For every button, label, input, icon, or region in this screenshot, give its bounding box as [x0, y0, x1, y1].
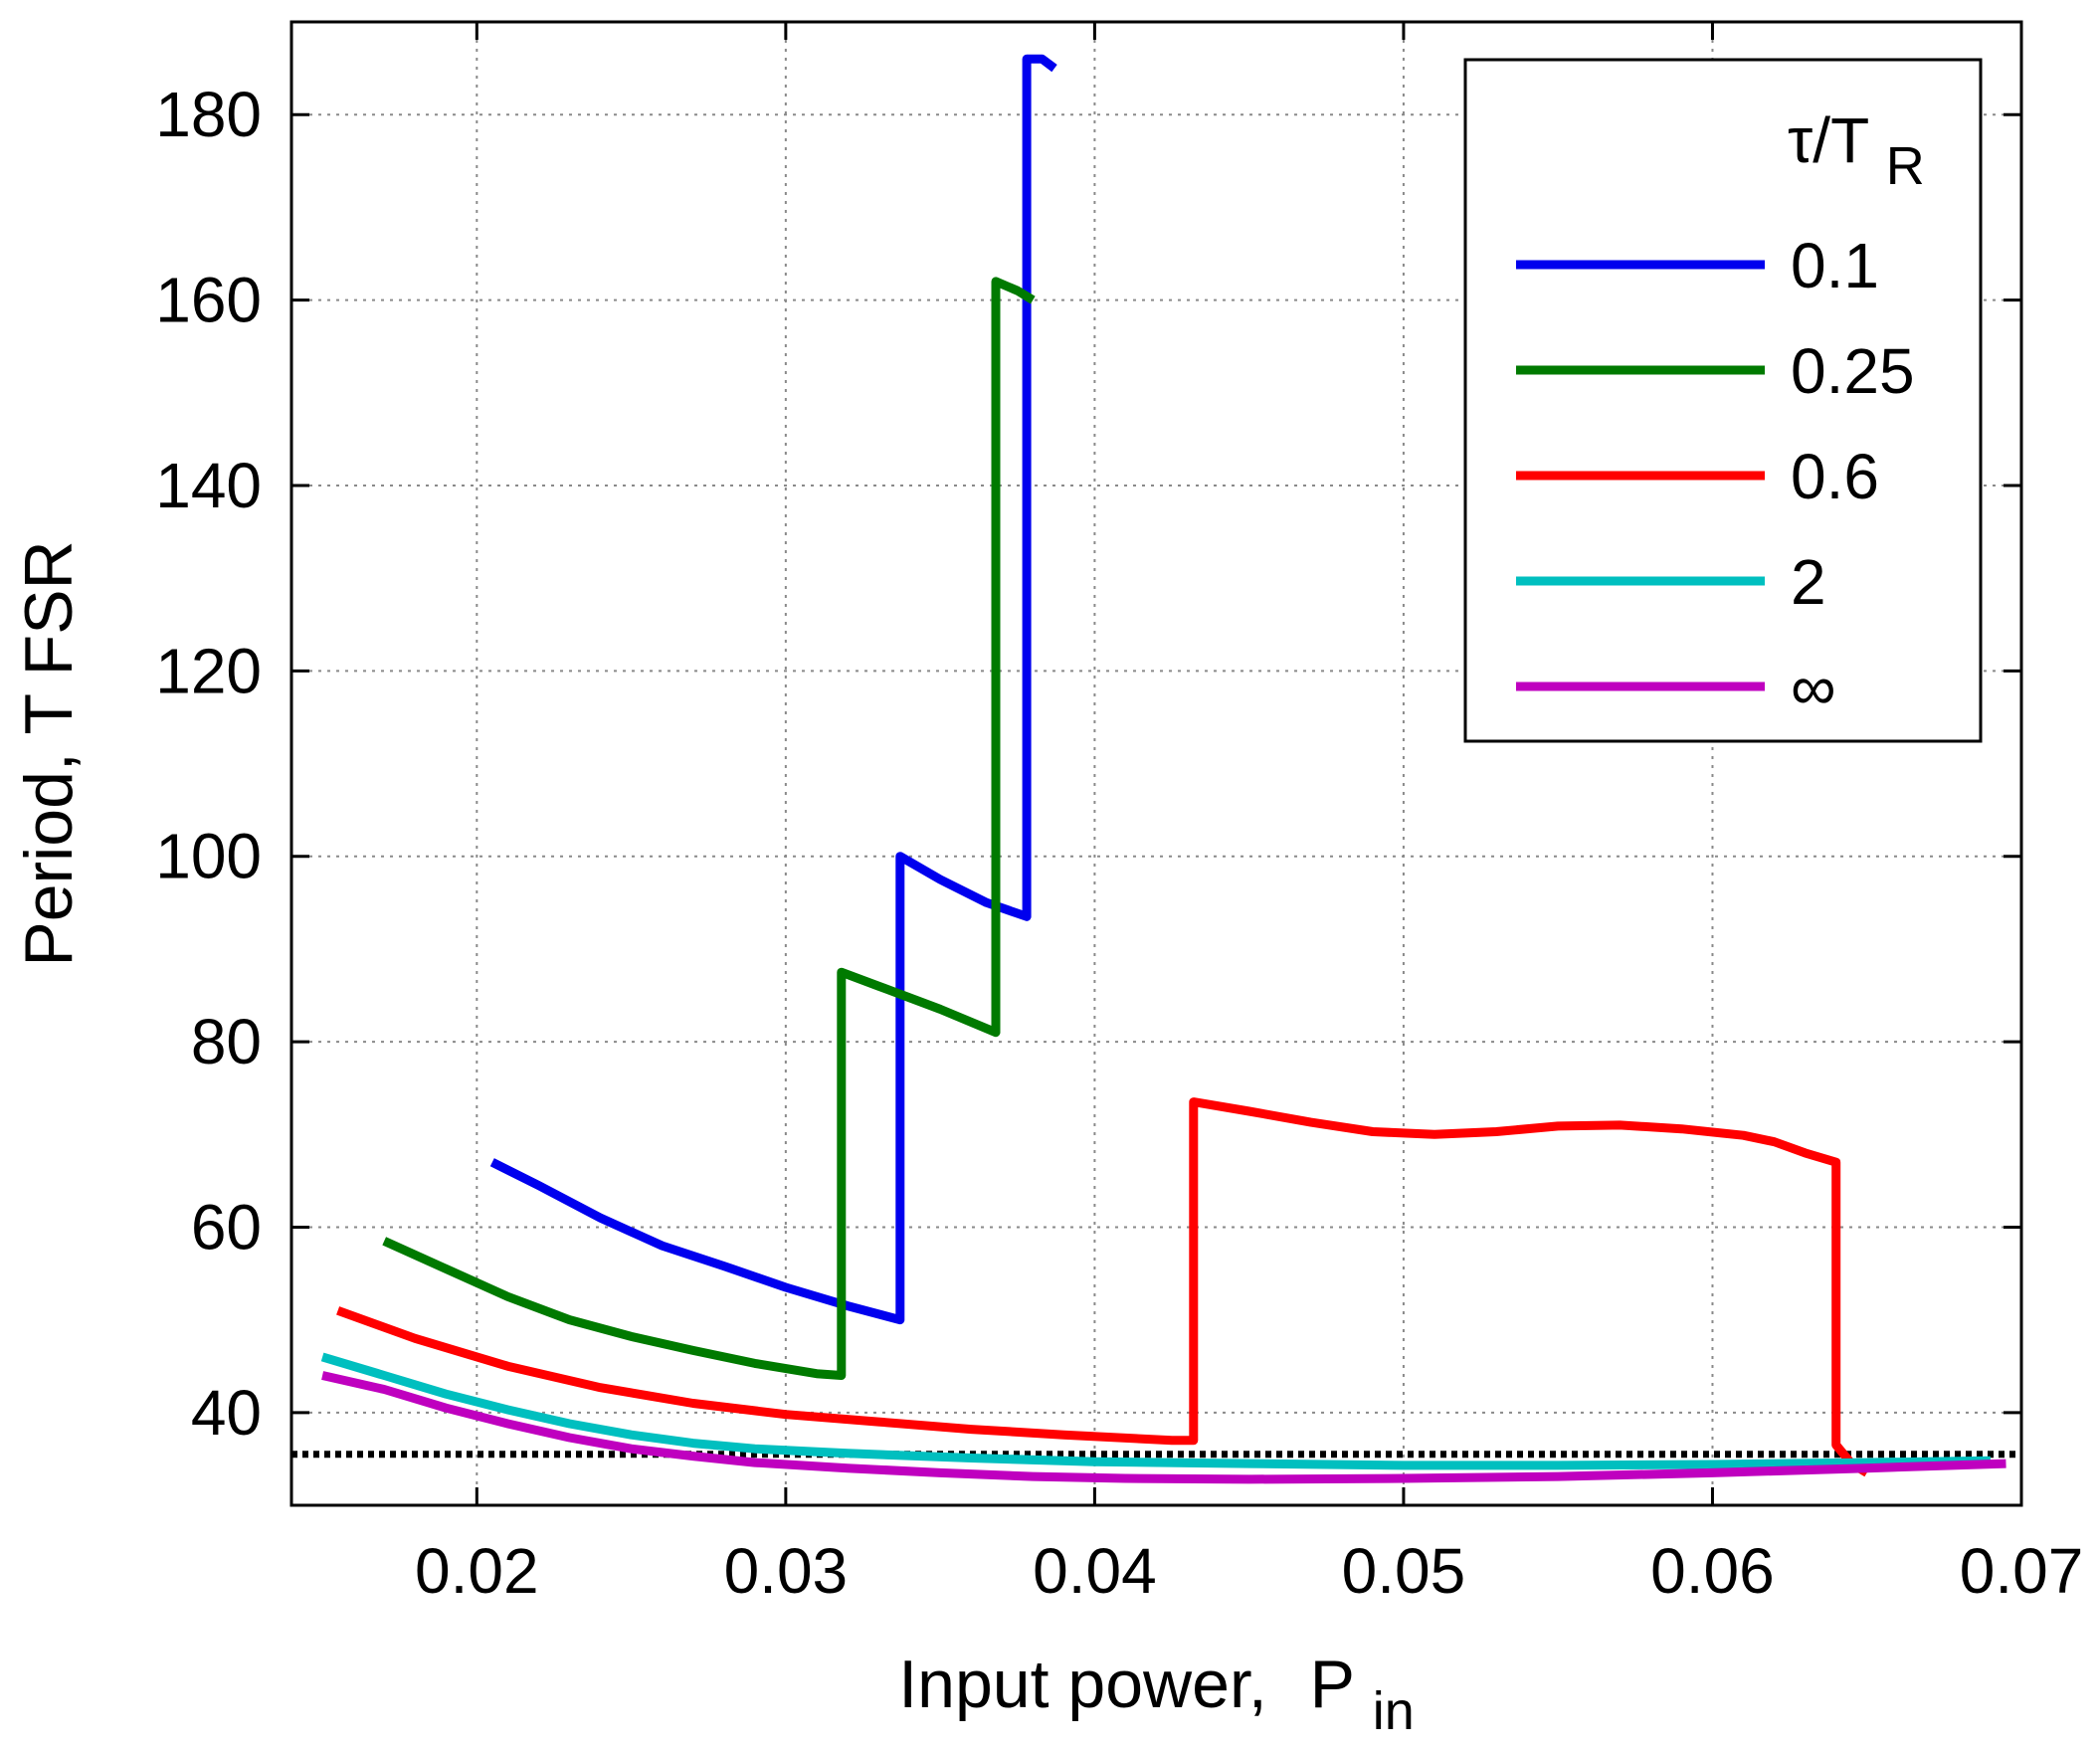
legend-label-0: 0.1 — [1791, 230, 1879, 301]
y-tick-label-2: 80 — [191, 1006, 262, 1077]
y-tick-label-3: 100 — [155, 821, 262, 892]
legend-title-subscript: R — [1886, 136, 1925, 196]
legend-label-4: ∞ — [1791, 652, 1836, 723]
y-tick-label-4: 120 — [155, 635, 262, 706]
x-tick-label-4: 0.06 — [1650, 1535, 1775, 1607]
tick-labels: 0.02 0.03 0.04 0.05 0.06 0.07 40 60 80 100 120 140 1… — [155, 79, 2083, 1607]
series-line-3 — [320, 1352, 1991, 1470]
x-axis-label-subscript: in — [1373, 1681, 1415, 1741]
x-tick-label-2: 0.04 — [1033, 1535, 1157, 1607]
x-tick-label-3: 0.05 — [1342, 1535, 1466, 1607]
series-line-0 — [489, 54, 1057, 1325]
x-tick-label-1: 0.03 — [724, 1535, 849, 1607]
legend: τ/T R 0.1 0.25 0.6 2 ∞ — [1463, 58, 1983, 743]
legend-title-text: τ/T — [1788, 104, 1868, 176]
x-axis-label-text: Input power, — [898, 1647, 1266, 1722]
y-axis-label: Period, T FSR — [11, 540, 87, 966]
legend-label-2: 0.6 — [1791, 441, 1879, 512]
y-tick-label-0: 40 — [191, 1377, 262, 1449]
series-line-2 — [336, 1097, 1870, 1477]
x-axis-label-symbol: P — [1310, 1647, 1354, 1722]
series-line-4 — [321, 1371, 2006, 1484]
y-tick-label-7: 180 — [155, 79, 262, 150]
y-tick-label-6: 160 — [155, 265, 262, 336]
x-tick-label-0: 0.02 — [415, 1535, 539, 1607]
x-axis-label: Input power, P in — [898, 1647, 1414, 1741]
y-tick-label-1: 60 — [191, 1191, 262, 1263]
y-tick-label-5: 140 — [155, 450, 262, 521]
axis-ticks — [291, 22, 2023, 1505]
x-tick-label-5: 0.07 — [1960, 1535, 2084, 1607]
legend-label-3: 2 — [1791, 546, 1826, 618]
legend-title: τ/T R — [1788, 104, 1925, 196]
legend-items: 0.1 0.25 0.6 2 ∞ — [1516, 230, 1915, 723]
legend-box — [1463, 58, 1983, 743]
legend-label-1: 0.25 — [1791, 335, 1915, 407]
plot-frame — [289, 20, 2023, 1507]
series-line-1 — [382, 277, 1036, 1380]
series-layer — [320, 54, 2006, 1484]
